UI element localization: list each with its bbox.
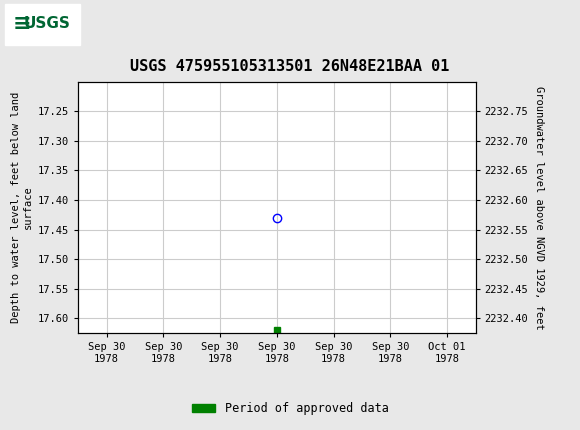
Text: USGS 475955105313501 26N48E21BAA 01: USGS 475955105313501 26N48E21BAA 01 bbox=[130, 59, 450, 74]
Legend: Period of approved data: Period of approved data bbox=[187, 397, 393, 420]
Y-axis label: Groundwater level above NGVD 1929, feet: Groundwater level above NGVD 1929, feet bbox=[534, 86, 544, 329]
Y-axis label: Depth to water level, feet below land
surface: Depth to water level, feet below land su… bbox=[11, 92, 32, 323]
Text: USGS: USGS bbox=[24, 16, 71, 31]
FancyBboxPatch shape bbox=[5, 4, 80, 46]
Text: ≡: ≡ bbox=[13, 14, 31, 34]
